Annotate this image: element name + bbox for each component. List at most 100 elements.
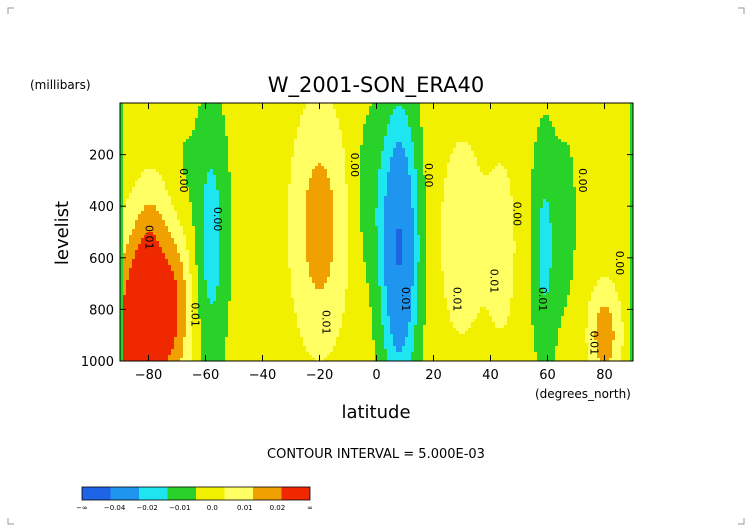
contour-cell [225,112,229,116]
contour-cell [213,112,217,116]
contour-cell [195,118,199,122]
contour-cell [141,145,145,149]
contour-cell [243,127,247,131]
contour-cell [444,154,448,158]
contour-cell [249,136,253,140]
contour-cell [240,133,244,137]
contour-cell [126,136,130,140]
contour-cell [426,145,430,149]
contour-cell [216,139,220,143]
contour-cell [396,142,400,146]
contour-cell [228,133,232,137]
contour-cell [333,103,337,107]
contour-cell [474,106,478,110]
contour-cell [390,124,394,128]
contour-cell [255,127,259,131]
contour-cell [156,115,160,119]
contour-cell [522,130,526,134]
contour-cell [255,151,259,155]
contour-cell [219,127,223,131]
contour-cell [240,145,244,149]
contour-cell [174,133,178,137]
contour-cell [207,127,211,131]
contour-cell [435,154,439,158]
contour-cell [354,145,358,149]
contour-cell [156,133,160,137]
contour-cell [150,133,154,137]
contour-cell [297,130,301,134]
contour-cell [219,136,223,140]
contour-cell [273,139,277,143]
contour-cell [390,148,394,152]
contour-cell [498,154,502,158]
contour-cell [387,130,391,134]
contour-cell [249,127,253,131]
contour-cell [135,103,139,107]
contour-cell [588,124,592,128]
contour-cell [570,148,574,152]
contour-cell [357,109,361,113]
contour-cell [516,136,520,140]
contour-cell [579,130,583,134]
contour-cell [504,154,508,158]
contour-cell [213,151,217,155]
contour-cell [408,145,412,149]
contour-cell [624,145,628,149]
contour-cell [381,139,385,143]
contour-cell [468,130,472,134]
contour-cell [594,118,598,122]
contour-cell [387,103,391,107]
contour-cell [138,106,142,110]
contour-cell [300,145,304,149]
contour-cell [363,124,367,128]
contour-cell [546,127,550,131]
contour-cell [375,112,379,116]
contour-cell [138,142,142,146]
contour-cell [567,139,571,143]
contour-cell [435,139,439,143]
contour-cell [258,139,262,143]
contour-cell [273,103,277,107]
contour-cell [294,145,298,149]
contour-cell [126,127,130,131]
contour-cell [288,133,292,137]
contour-cell [528,121,532,125]
contour-cell [261,145,265,149]
contour-cell [384,127,388,131]
contour-cell [618,103,622,107]
contour-cell [471,124,475,128]
contour-cell [513,142,517,146]
contour-cell [303,121,307,125]
contour-cell [585,154,589,158]
contour-cell [603,130,607,134]
contour-cell [480,148,484,152]
contour-cell [537,112,541,116]
contour-cell [219,151,223,155]
contour-cell [381,124,385,128]
contour-cell [624,112,628,116]
contour-cell [240,130,244,134]
contour-cell [606,118,610,122]
contour-cell [177,148,181,152]
contour-cell [228,142,232,146]
contour-cell [222,139,226,143]
contour-cell [264,154,268,158]
contour-cell [282,106,286,110]
contour-cell [276,109,280,113]
contour-cell [174,127,178,131]
contour-cell [243,142,247,146]
contour-cell [180,112,184,116]
contour-cell [357,145,361,149]
contour-cell [396,127,400,131]
contour-cell [390,139,394,143]
contour-cell [576,151,580,155]
contour-cell [225,124,229,128]
contour-cell [177,133,181,137]
contour-cell [582,127,586,131]
contour-cell [468,145,472,149]
contour-cell [393,151,397,155]
contour-cell [174,106,178,110]
contour-cell [300,124,304,128]
contour-cell [393,115,397,119]
contour-cell [387,148,391,152]
